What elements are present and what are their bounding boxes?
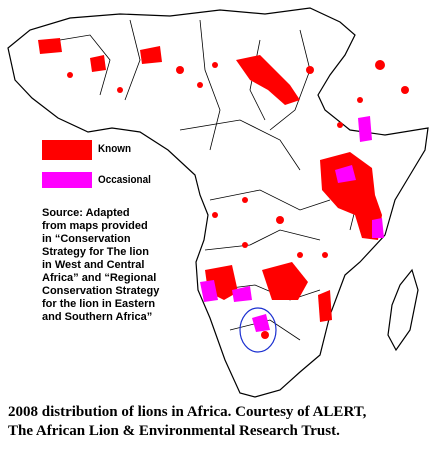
caption: 2008 distribution of lions in Africa. Co… <box>8 404 367 439</box>
occasional-range-areas <box>200 116 384 332</box>
legend-known-swatch <box>42 140 92 160</box>
highlight-circle <box>239 307 277 353</box>
legend-known-label: Known <box>98 143 132 155</box>
legend-occasional-swatch <box>42 172 92 188</box>
known-range-areas <box>38 38 409 339</box>
madagascar-outline <box>387 268 419 352</box>
legend-occasional-label: Occasional <box>98 174 151 186</box>
source-note: Source: Adapted from maps provided in “C… <box>42 207 160 323</box>
